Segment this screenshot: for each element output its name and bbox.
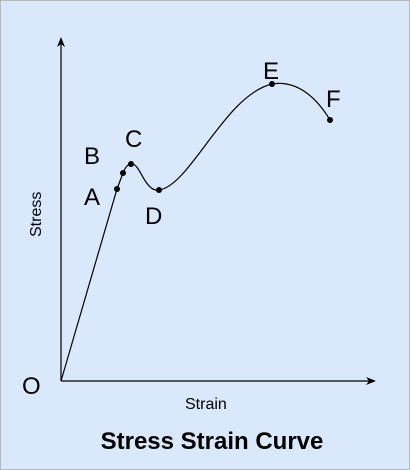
point-d-marker xyxy=(156,187,162,193)
stress-strain-curve xyxy=(60,82,331,382)
point-f-marker xyxy=(327,117,333,123)
point-b-label: B xyxy=(84,143,100,170)
origin-label: O xyxy=(22,373,41,400)
point-a-label: A xyxy=(84,184,100,211)
point-d-label: D xyxy=(145,203,162,230)
diagram-title: Stress Strain Curve xyxy=(101,428,324,455)
point-e-marker xyxy=(269,81,275,87)
point-f-label: F xyxy=(326,86,341,113)
point-a-marker xyxy=(114,186,120,192)
point-c-marker xyxy=(128,161,134,167)
point-c-label: C xyxy=(125,126,142,153)
point-b-marker xyxy=(120,170,126,176)
y-axis-label: Stress xyxy=(28,192,45,237)
point-e-label: E xyxy=(263,58,279,85)
x-axis-label: Strain xyxy=(185,396,227,413)
